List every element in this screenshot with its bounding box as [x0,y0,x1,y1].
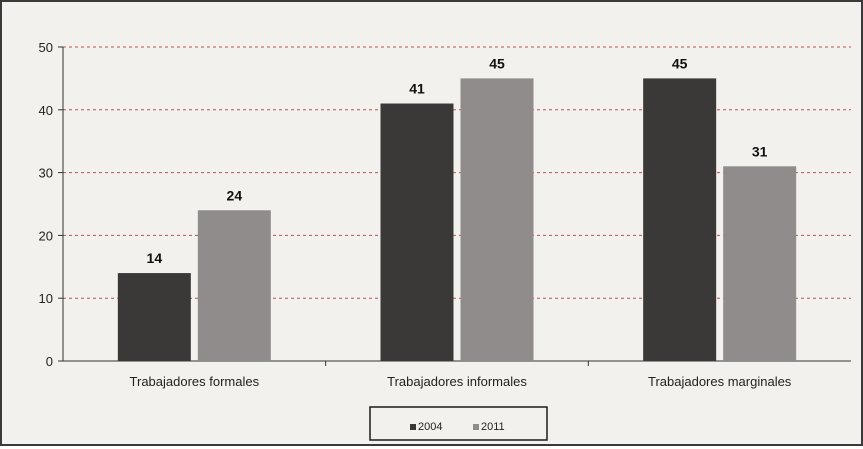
bar-chart: 0 10 20 30 40 50 Trabajadores formales Trabajad… [39,40,851,441]
grid-layer [63,46,851,299]
bar [460,78,534,362]
legend-label: 2011 [481,421,505,433]
y-tick-label: 0 [46,354,53,369]
y-tick-label: 50 [39,40,53,55]
y-tick-label: 40 [39,103,53,118]
bar [643,78,717,362]
legend-box [369,406,548,441]
data-label: 14 [147,250,163,266]
bar [197,210,271,361]
data-label: 24 [227,187,243,203]
bar [117,273,191,361]
x-category-label: Trabajadores formales [130,374,260,389]
y-tick-label: 30 [39,166,53,181]
bar [723,166,797,361]
labels-layer: 14 24 41 45 45 31 [147,55,768,266]
bars-layer [117,78,797,362]
x-category-label: Trabajadores marginales [648,374,792,389]
axis-layer: 0 10 20 30 40 50 Trabajadores formales Trabajad… [39,40,851,389]
bar [380,103,454,362]
y-tick-label: 20 [39,228,53,243]
data-label: 45 [672,55,688,71]
legend: 2004 2011 [369,406,548,441]
data-label: 45 [489,55,505,71]
legend-label: 2004 [418,421,442,433]
data-label: 41 [409,81,425,97]
x-category-label: Trabajadores informales [387,374,527,389]
data-label: 31 [752,143,768,159]
y-tick-label: 10 [39,291,53,306]
legend-swatch [410,424,416,430]
legend-swatch [473,424,479,430]
